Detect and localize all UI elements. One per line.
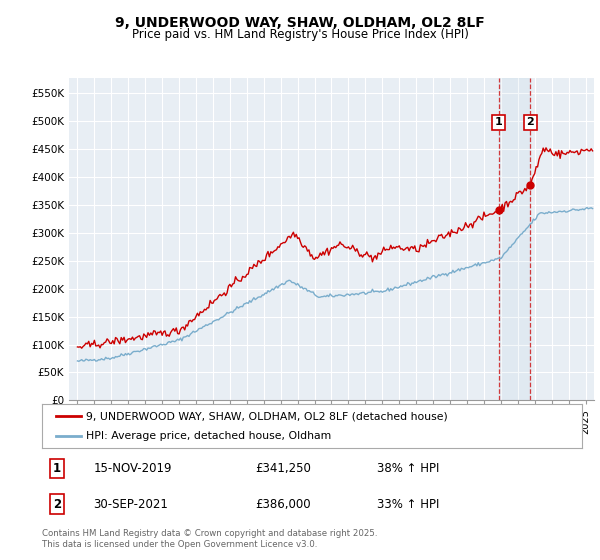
Text: 2: 2 bbox=[53, 498, 61, 511]
Text: £341,250: £341,250 bbox=[256, 462, 311, 475]
Text: 9, UNDERWOOD WAY, SHAW, OLDHAM, OL2 8LF (detached house): 9, UNDERWOOD WAY, SHAW, OLDHAM, OL2 8LF … bbox=[86, 411, 448, 421]
Text: 2: 2 bbox=[527, 118, 535, 128]
Text: 1: 1 bbox=[53, 462, 61, 475]
Text: Price paid vs. HM Land Registry's House Price Index (HPI): Price paid vs. HM Land Registry's House … bbox=[131, 28, 469, 41]
Text: 38% ↑ HPI: 38% ↑ HPI bbox=[377, 462, 439, 475]
Text: HPI: Average price, detached house, Oldham: HPI: Average price, detached house, Oldh… bbox=[86, 431, 332, 441]
Text: 30-SEP-2021: 30-SEP-2021 bbox=[94, 498, 168, 511]
Text: 33% ↑ HPI: 33% ↑ HPI bbox=[377, 498, 439, 511]
Text: 9, UNDERWOOD WAY, SHAW, OLDHAM, OL2 8LF: 9, UNDERWOOD WAY, SHAW, OLDHAM, OL2 8LF bbox=[115, 16, 485, 30]
Bar bbox=[499, 78, 530, 400]
Text: Contains HM Land Registry data © Crown copyright and database right 2025.
This d: Contains HM Land Registry data © Crown c… bbox=[42, 529, 377, 549]
Text: 1: 1 bbox=[495, 118, 503, 128]
Text: £386,000: £386,000 bbox=[256, 498, 311, 511]
Text: 15-NOV-2019: 15-NOV-2019 bbox=[94, 462, 172, 475]
